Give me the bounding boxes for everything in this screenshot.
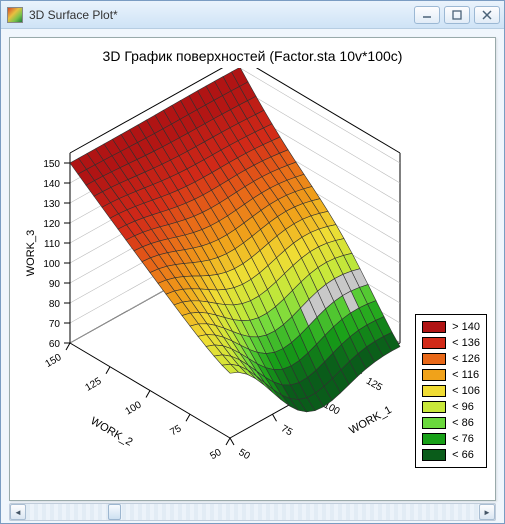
legend-swatch (422, 433, 446, 445)
svg-text:120: 120 (43, 219, 60, 230)
svg-text:125: 125 (84, 376, 104, 394)
minimize-button[interactable] (414, 6, 440, 24)
svg-text:70: 70 (49, 319, 61, 330)
legend-swatch (422, 353, 446, 365)
scroll-right-button[interactable]: ► (479, 504, 495, 520)
chart-title: 3D График поверхностей (Factor.sta 10v*1… (10, 48, 495, 64)
svg-text:140: 140 (43, 179, 60, 190)
svg-text:150: 150 (44, 352, 64, 370)
legend-label: < 116 (452, 367, 479, 383)
legend-label: < 66 (452, 447, 474, 463)
svg-text:125: 125 (364, 376, 384, 394)
legend-row: < 96 (422, 399, 480, 415)
scroll-track[interactable] (26, 504, 479, 520)
window-frame: 3D Surface Plot* 3D График поверхностей … (0, 0, 505, 524)
surface-mesh (70, 68, 400, 412)
legend-row: > 140 (422, 319, 480, 335)
legend-row: < 86 (422, 415, 480, 431)
legend-row: < 126 (422, 351, 480, 367)
legend-label: < 96 (452, 399, 474, 415)
svg-text:100: 100 (43, 259, 60, 270)
svg-text:80: 80 (49, 299, 61, 310)
legend-swatch (422, 337, 446, 349)
legend-swatch (422, 401, 446, 413)
svg-text:110: 110 (44, 239, 60, 250)
window-buttons (414, 6, 500, 24)
legend-row: < 136 (422, 335, 480, 351)
legend-label: < 76 (452, 431, 474, 447)
plot-frame: 3D График поверхностей (Factor.sta 10v*1… (9, 37, 496, 501)
maximize-button[interactable] (444, 6, 470, 24)
svg-text:100: 100 (124, 399, 144, 417)
legend-swatch (422, 369, 446, 381)
svg-text:75: 75 (168, 423, 184, 438)
svg-text:50: 50 (208, 447, 224, 462)
content-area: 3D График поверхностей (Factor.sta 10v*1… (1, 29, 504, 523)
legend-swatch (422, 385, 446, 397)
svg-text:130: 130 (43, 199, 60, 210)
svg-text:90: 90 (49, 279, 61, 290)
legend: > 140< 136< 126< 116< 106< 96< 86< 76< 6… (415, 314, 487, 468)
scroll-thumb[interactable] (108, 504, 122, 520)
scroll-left-button[interactable]: ◄ (10, 504, 26, 520)
window-title: 3D Surface Plot* (29, 8, 414, 22)
horizontal-scrollbar[interactable]: ◄ ► (9, 503, 496, 521)
legend-label: < 106 (452, 383, 480, 399)
legend-row: < 116 (422, 367, 480, 383)
app-icon (7, 7, 23, 23)
legend-label: < 136 (452, 335, 480, 351)
minimize-icon (422, 10, 432, 20)
legend-swatch (422, 321, 446, 333)
svg-text:WORK_1: WORK_1 (347, 404, 393, 437)
svg-text:WORK_2: WORK_2 (88, 415, 134, 449)
svg-text:150: 150 (43, 159, 60, 170)
legend-label: < 126 (452, 351, 480, 367)
legend-row: < 76 (422, 431, 480, 447)
svg-text:75: 75 (279, 423, 295, 438)
legend-label: > 140 (452, 319, 480, 335)
legend-row: < 66 (422, 447, 480, 463)
legend-swatch (422, 449, 446, 461)
close-icon (482, 10, 492, 20)
svg-text:60: 60 (49, 339, 61, 350)
svg-text:WORK_3: WORK_3 (25, 230, 37, 276)
maximize-icon (452, 10, 462, 20)
svg-text:50: 50 (237, 447, 253, 462)
titlebar[interactable]: 3D Surface Plot* (1, 1, 504, 29)
close-button[interactable] (474, 6, 500, 24)
legend-label: < 86 (452, 415, 474, 431)
legend-row: < 106 (422, 383, 480, 399)
legend-swatch (422, 417, 446, 429)
